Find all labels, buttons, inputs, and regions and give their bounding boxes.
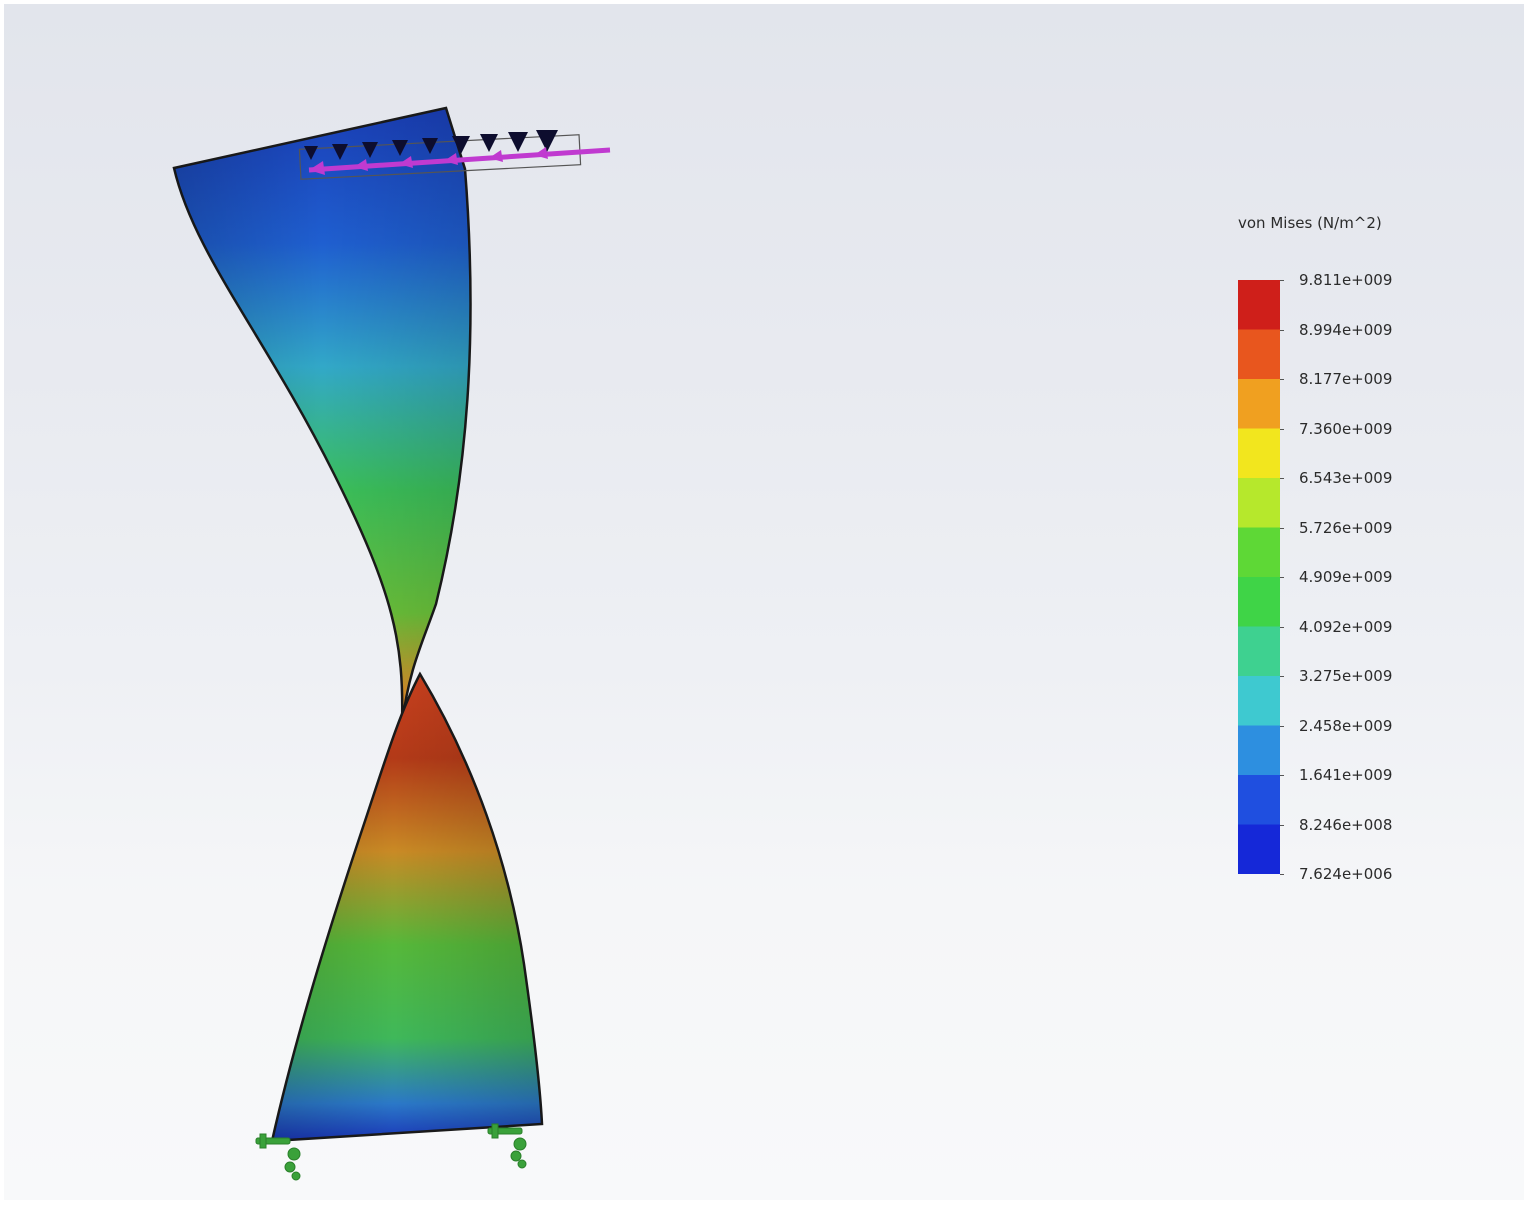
legend-value-label: 5.726e+009 (1299, 518, 1393, 537)
legend-color-band (1238, 725, 1280, 776)
legend-color-band (1238, 280, 1280, 331)
legend-value-label: 7.624e+006 (1299, 865, 1393, 883)
legend-value-label: 4.092e+009 (1299, 617, 1393, 636)
legend-tick (1280, 626, 1284, 628)
legend-color-band (1238, 676, 1280, 727)
legend-value-label: 8.177e+009 (1299, 370, 1393, 388)
legend-tick (1280, 280, 1284, 281)
legend-color-band (1238, 824, 1280, 874)
legend-value-label: 9.811e+009 (1299, 271, 1393, 289)
fixed-support-right (487, 1123, 527, 1169)
legend-value-label: 4.909e+009 (1299, 568, 1393, 586)
legend-tick (1280, 379, 1284, 380)
legend-value-label: 8.994e+009 (1299, 320, 1393, 339)
legend-tick (1280, 874, 1284, 875)
legend-color-band (1238, 527, 1280, 578)
legend-value-label: 1.641e+009 (1299, 766, 1393, 784)
twisted-beam-model[interactable] (4, 4, 1524, 1200)
legend-color-band (1238, 379, 1280, 430)
load-markers (304, 130, 558, 160)
legend-color-bar (1238, 280, 1280, 874)
legend-value-label: 2.458e+009 (1299, 716, 1393, 735)
legend-color-band (1238, 329, 1280, 380)
legend-value-label: 8.246e+008 (1299, 815, 1393, 834)
fixed-support-left (255, 1133, 301, 1181)
legend-color-band (1238, 775, 1280, 826)
legend-value-label: 6.543e+009 (1299, 469, 1393, 487)
legend-tick (1280, 775, 1284, 776)
legend-tick (1280, 725, 1284, 727)
legend-tick (1280, 577, 1284, 578)
legend-tick (1280, 676, 1284, 677)
graphics-viewport[interactable]: von Mises (N/m^2) 9.811e+009 8.994e+009 8.… (4, 4, 1524, 1200)
force-arrow (308, 147, 611, 175)
legend-tick (1280, 527, 1284, 529)
legend-color-band (1238, 478, 1280, 529)
legend-tick (1280, 478, 1284, 479)
legend-value-label: 7.360e+009 (1299, 419, 1393, 438)
legend-color-band (1238, 428, 1280, 479)
legend-value-label: 3.275e+009 (1299, 667, 1393, 685)
legend-tick (1280, 824, 1284, 826)
legend-title: von Mises (N/m^2) (1238, 214, 1382, 232)
legend-color-band (1238, 577, 1280, 628)
legend-tick (1280, 329, 1284, 331)
legend-color-band (1238, 626, 1280, 677)
legend-tick (1280, 428, 1284, 430)
